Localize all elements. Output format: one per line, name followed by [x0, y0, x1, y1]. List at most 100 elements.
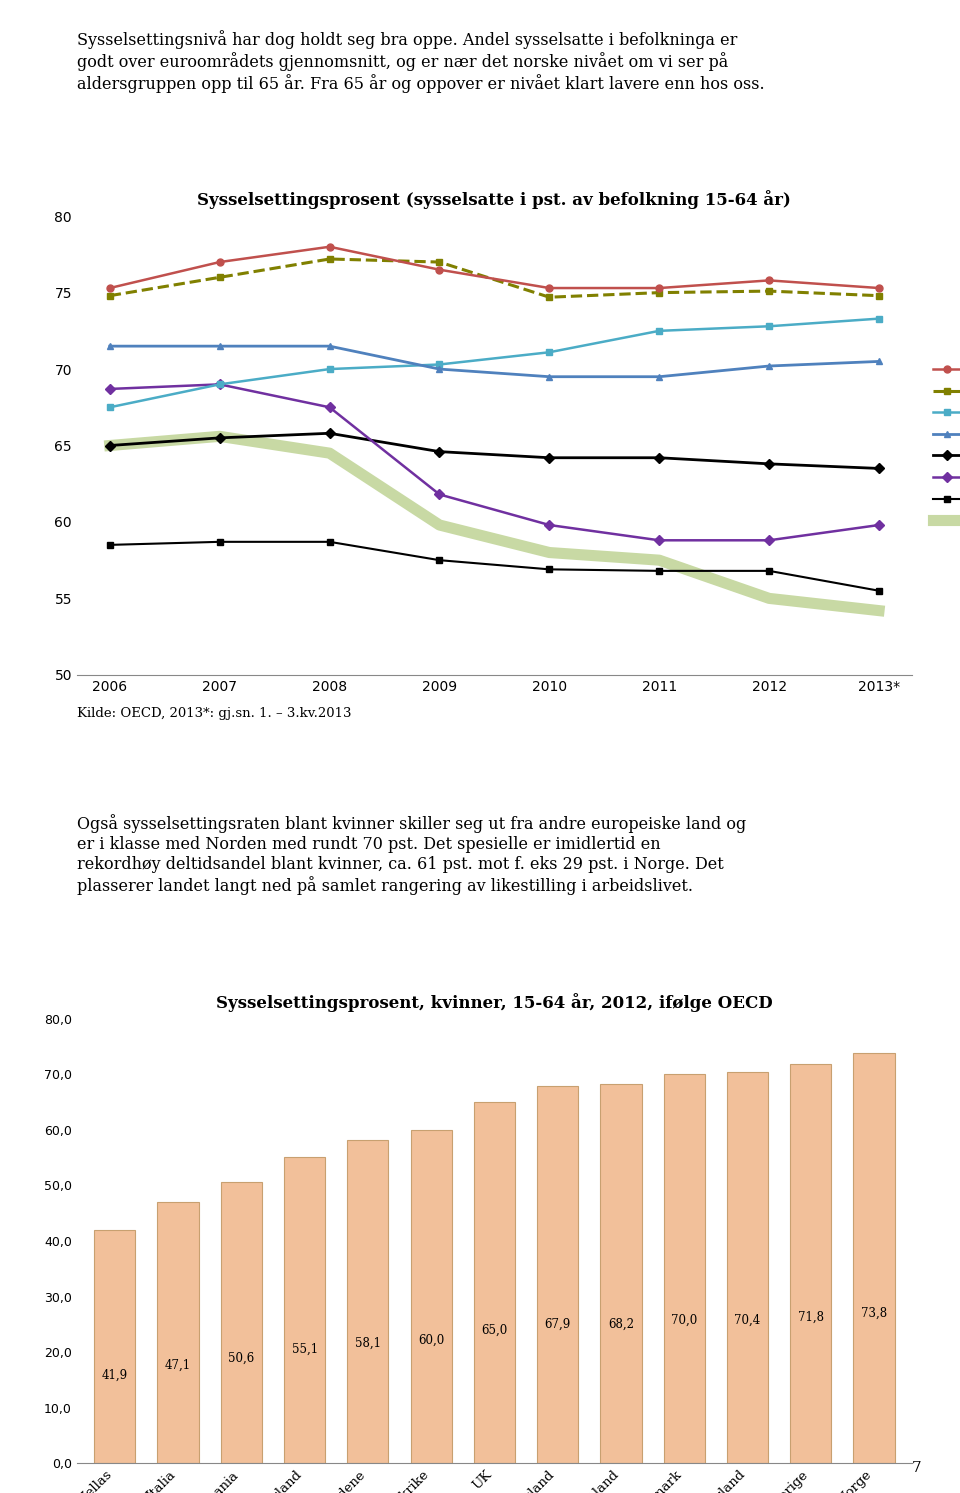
Nederland [874, 287, 885, 305]
Line: Irland: Irland [107, 381, 882, 543]
Tyskland [763, 318, 775, 336]
Text: 71,8: 71,8 [798, 1311, 824, 1324]
Italia [104, 536, 115, 554]
Italia [543, 560, 555, 578]
Line: Nederland: Nederland [107, 255, 882, 300]
UK [434, 360, 445, 378]
Irland [654, 532, 665, 549]
Irland [214, 375, 226, 393]
UK [324, 337, 335, 355]
Nederland [543, 288, 555, 306]
Spania [214, 427, 226, 445]
Line: Eurolandene: Eurolandene [107, 430, 882, 472]
Irland [104, 381, 115, 399]
Eurolandene [104, 436, 115, 454]
Irland [763, 532, 775, 549]
Norge [874, 279, 885, 297]
UK [543, 367, 555, 385]
Norge [543, 279, 555, 297]
Text: 68,2: 68,2 [608, 1317, 634, 1330]
Tyskland [104, 399, 115, 417]
Bar [537, 1085, 578, 1463]
Bar [221, 1182, 262, 1463]
Bar [94, 1230, 135, 1463]
UK [214, 337, 226, 355]
Text: 65,0: 65,0 [481, 1324, 508, 1336]
UK [874, 352, 885, 370]
Bar [411, 1130, 452, 1463]
Text: 70,4: 70,4 [734, 1314, 760, 1326]
Bar [600, 1084, 641, 1463]
UK [654, 367, 665, 385]
Line: Norge: Norge [107, 243, 882, 291]
Text: 67,9: 67,9 [544, 1318, 571, 1332]
Irland [434, 485, 445, 503]
Eurolandene [874, 460, 885, 478]
Spania [434, 517, 445, 534]
Italia [434, 551, 445, 569]
Spania [104, 436, 115, 454]
Line: UK: UK [107, 343, 882, 381]
Irland [874, 517, 885, 534]
Norge [104, 279, 115, 297]
Text: Kilde: OECD, 2013*: gj.sn. 1. – 3.kv.2013: Kilde: OECD, 2013*: gj.sn. 1. – 3.kv.201… [77, 708, 351, 720]
Nederland [214, 269, 226, 287]
Bar [663, 1075, 705, 1463]
Line: Spania: Spania [109, 436, 879, 611]
Bar [727, 1072, 768, 1463]
Norge [763, 272, 775, 290]
Bar [853, 1053, 895, 1463]
Tyskland [543, 343, 555, 361]
Line: Tyskland: Tyskland [107, 315, 882, 411]
Text: 7: 7 [912, 1462, 922, 1475]
Title: Sysselsettingsprosent, kvinner, 15-64 år, 2012, ifølge OECD: Sysselsettingsprosent, kvinner, 15-64 år… [216, 993, 773, 1012]
Norge [654, 279, 665, 297]
Spania [324, 445, 335, 463]
Nederland [434, 254, 445, 272]
Eurolandene [654, 449, 665, 467]
Text: 50,6: 50,6 [228, 1351, 254, 1365]
Italia [874, 582, 885, 600]
Italia [324, 533, 335, 551]
Text: 47,1: 47,1 [165, 1359, 191, 1372]
Eurolandene [763, 455, 775, 473]
Text: 70,0: 70,0 [671, 1314, 697, 1327]
Bar [348, 1141, 389, 1463]
Text: 60,0: 60,0 [418, 1333, 444, 1347]
UK [104, 337, 115, 355]
Italia [654, 561, 665, 579]
Nederland [324, 249, 335, 267]
Norge [214, 254, 226, 272]
Spania [874, 602, 885, 620]
Tyskland [654, 322, 665, 340]
Tyskland [874, 309, 885, 327]
Norge [434, 261, 445, 279]
Text: 55,1: 55,1 [292, 1344, 318, 1356]
Spania [763, 590, 775, 608]
Italia [214, 533, 226, 551]
Line: Italia: Italia [107, 539, 882, 594]
Tyskland [214, 375, 226, 393]
Text: Sysselsettingsnivå har dog holdt seg bra oppe. Andel sysselsatte i befolkninga e: Sysselsettingsnivå har dog holdt seg bra… [77, 30, 764, 93]
Nederland [763, 282, 775, 300]
UK [763, 357, 775, 375]
Eurolandene [543, 449, 555, 467]
Text: 73,8: 73,8 [861, 1306, 887, 1320]
Eurolandene [434, 442, 445, 460]
Irland [543, 517, 555, 534]
Tyskland [434, 355, 445, 373]
Bar [790, 1065, 831, 1463]
Eurolandene [214, 428, 226, 446]
Bar [157, 1202, 199, 1463]
Norge [324, 237, 335, 255]
Text: Også sysselsettingsraten blant kvinner skiller seg ut fra andre europeiske land : Også sysselsettingsraten blant kvinner s… [77, 815, 746, 894]
Text: 58,1: 58,1 [355, 1338, 381, 1350]
Italia [763, 561, 775, 579]
Tyskland [324, 360, 335, 378]
Spania [543, 543, 555, 561]
Bar [284, 1157, 325, 1463]
Spania [654, 551, 665, 569]
Irland [324, 399, 335, 417]
Nederland [654, 284, 665, 302]
Title: Sysselsettingsprosent (sysselsatte i pst. av befolkning 15-64 år): Sysselsettingsprosent (sysselsatte i pst… [198, 190, 791, 209]
